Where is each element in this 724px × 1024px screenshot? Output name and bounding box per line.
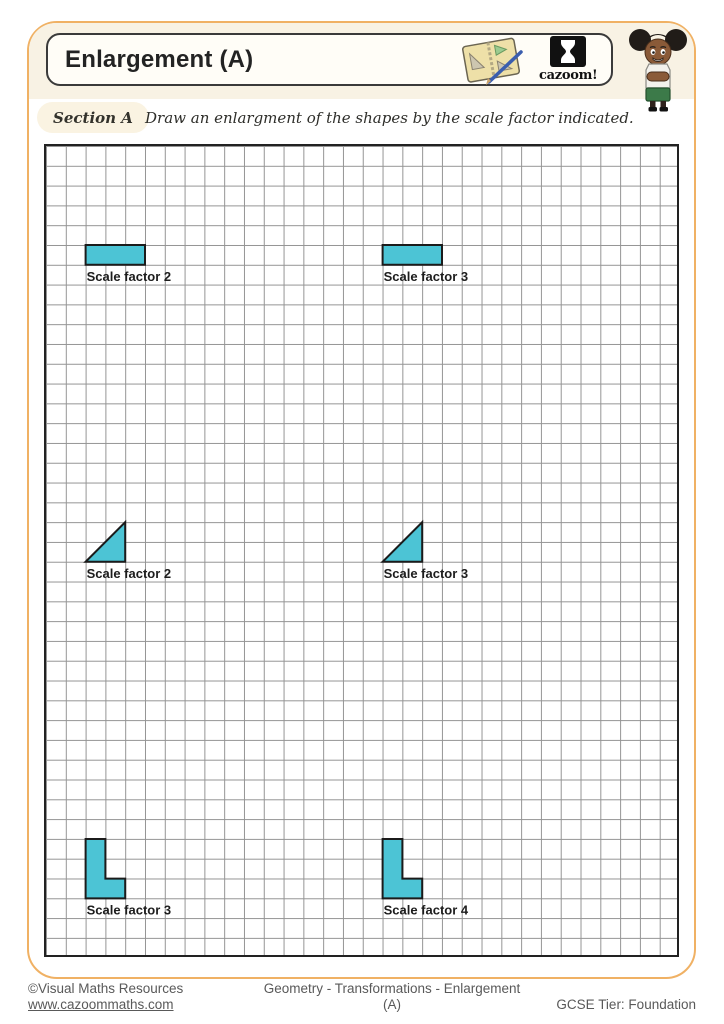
right-triangle-shape	[83, 519, 127, 563]
section-label: Section A	[53, 108, 133, 127]
section-pill: Section A	[37, 102, 149, 133]
cazoom-logo-mark	[550, 36, 586, 67]
student-character	[627, 26, 689, 112]
title-box: Enlargement (A) cazoom!	[46, 33, 613, 86]
l-shape-shape	[84, 838, 127, 900]
worksheet-grid: Scale factor 2 Scale factor 3 Scale factor…	[44, 144, 679, 957]
page-title: Enlargement (A)	[65, 45, 254, 73]
footer: ©Visual Maths Resources www.cazoommaths.…	[28, 981, 696, 1013]
footer-left: ©Visual Maths Resources www.cazoommaths.…	[28, 981, 258, 1013]
cazoom-logo: cazoom!	[539, 36, 598, 83]
grid-shapes-svg: Scale factor 2 Scale factor 3 Scale factor…	[83, 244, 469, 917]
rectangle-shape	[84, 244, 146, 266]
scale-factor-label: Scale factor 2	[87, 566, 172, 581]
scale-factor-label: Scale factor 2	[87, 269, 172, 284]
section-instruction: Draw an enlargment of the shapes by the …	[145, 109, 634, 127]
footer-topic: Geometry - Transformations - Enlargement…	[263, 981, 521, 1012]
website-link[interactable]: www.cazoommaths.com	[28, 996, 174, 1012]
copyright-text: ©Visual Maths Resources	[28, 981, 184, 996]
right-triangle-shape	[380, 519, 424, 563]
scale-factor-label: Scale factor 3	[384, 566, 469, 581]
cazoom-logo-text: cazoom!	[539, 68, 598, 83]
scale-factor-label: Scale factor 3	[384, 269, 469, 284]
footer-tier: GCSE Tier: Foundation	[556, 996, 696, 1012]
scale-factor-label: Scale factor 3	[87, 902, 172, 917]
rectangle-shape	[381, 244, 443, 266]
l-shape-shape	[381, 838, 424, 900]
scale-factor-label: Scale factor 4	[384, 902, 469, 917]
geometry-book-icon	[455, 35, 529, 85]
